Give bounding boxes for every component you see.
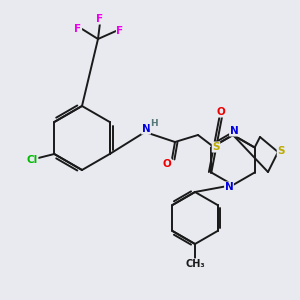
Text: H: H	[150, 119, 158, 128]
Text: N: N	[142, 124, 150, 134]
Text: CH₃: CH₃	[185, 259, 205, 269]
Text: N: N	[225, 182, 233, 192]
Text: O: O	[217, 107, 225, 117]
Text: Cl: Cl	[27, 155, 38, 165]
Text: N: N	[230, 126, 238, 136]
Text: S: S	[277, 146, 285, 156]
Text: F: F	[74, 24, 82, 34]
Text: S: S	[212, 142, 220, 152]
Text: F: F	[116, 26, 124, 36]
Text: F: F	[96, 14, 103, 24]
Text: O: O	[163, 159, 171, 169]
